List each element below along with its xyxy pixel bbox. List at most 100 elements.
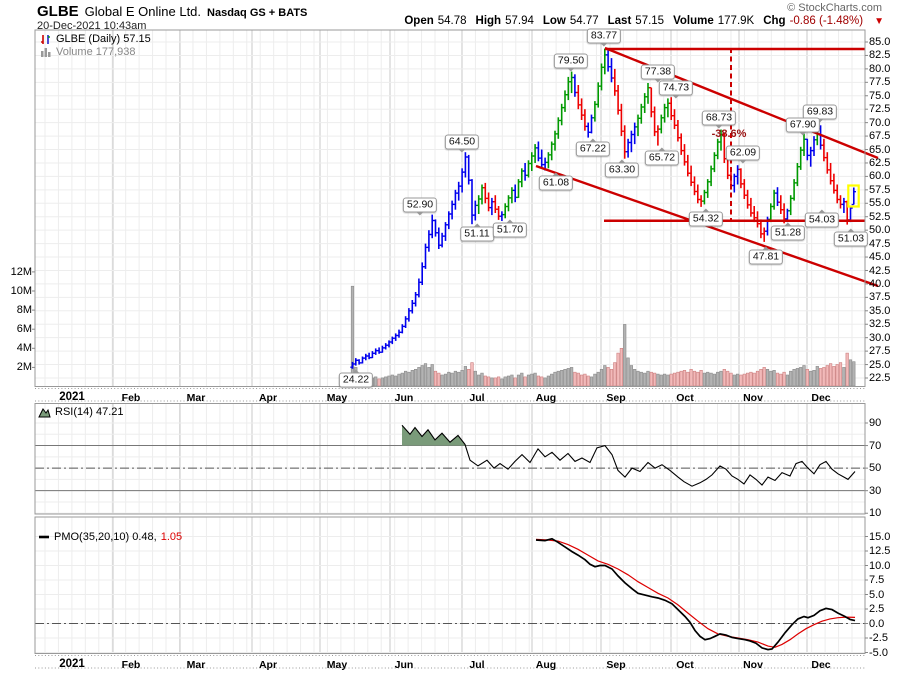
pmo-legend-label: PMO(35,20,10) 0.48, (54, 531, 157, 543)
rsi-axis-label: 70 (869, 439, 882, 452)
quote-high: High 57.94 (475, 15, 534, 27)
price-annotation: 51.03 (833, 228, 869, 247)
x-axis-year: 2021 (59, 391, 85, 403)
pmo-axis-label: -5.0 (869, 646, 888, 659)
rsi-axis-label: 50 (869, 462, 882, 475)
price-axis-label: 22.5 (869, 372, 891, 384)
x-axis-month: Feb (121, 392, 141, 404)
price-axis-label: 37.5 (869, 291, 891, 304)
price-annotation: 62.09 (725, 145, 761, 164)
price-axis-label: 67.5 (869, 130, 891, 143)
volume-axis-label: 10M (10, 285, 32, 297)
chart-title: GLBE Global E Online Ltd. Nasdaq GS + BATS (37, 3, 307, 21)
price-axis-label: 85.0 (869, 36, 891, 48)
copyright: © StockCharts.com (787, 2, 882, 14)
price-axis-label: 82.5 (869, 49, 891, 62)
candlestick-icon (41, 34, 50, 44)
x-axis-month: Dec (811, 659, 831, 671)
price-annotation: 67.22 (575, 138, 611, 157)
retracement-label: -38.6% (711, 128, 747, 140)
price-axis-label: 47.5 (869, 237, 891, 250)
pmo-signal-value: 1.05 (160, 531, 183, 543)
quote-volume: Volume 177.9K (673, 15, 755, 27)
x-axis-month: Nov (743, 392, 763, 404)
price-annotation: 54.32 (688, 208, 724, 227)
price-axis-label: 57.5 (869, 183, 891, 196)
price-axis-label: 32.5 (869, 318, 891, 331)
price-axis-label: 72.5 (869, 103, 891, 116)
exchange-name: Nasdaq GS + BATS (207, 7, 308, 19)
price-annotation: 83.77 (586, 28, 622, 47)
x-axis-month: May (326, 659, 348, 671)
price-axis-label: 70.0 (869, 116, 891, 129)
price-axis-label: 25.0 (869, 358, 891, 371)
x-axis-month: Jun (394, 659, 414, 671)
price-axis-label: 65.0 (869, 143, 891, 156)
price-axis-label: 55.0 (869, 197, 891, 210)
price-annotation: 61.08 (538, 172, 574, 191)
volume-axis-label: 6M (16, 323, 32, 336)
company-name: Global E Online Ltd. (84, 4, 202, 19)
pmo-axis-label: 15.0 (869, 530, 891, 543)
price-axis-label: 42.5 (869, 264, 891, 277)
volume-axis-label: 8M (16, 304, 32, 317)
x-axis-month: Mar (186, 659, 206, 671)
price-axis-label: 60.0 (869, 170, 891, 183)
x-axis-month: Apr (258, 659, 278, 671)
change-down-triangle-icon: ▼ (874, 16, 884, 27)
rsi-area-icon (38, 407, 51, 417)
price-axis-label: 80.0 (869, 62, 891, 75)
rsi-legend-label: RSI(14) 47.21 (55, 406, 124, 418)
rsi-axis-label: 30 (869, 484, 882, 497)
price-annotation: 64.50 (444, 134, 480, 153)
price-annotation: 51.11 (460, 223, 494, 242)
x-axis-month: Jul (469, 392, 485, 404)
x-axis-year: 2021 (59, 658, 85, 670)
volume-axis-label: 4M (16, 342, 32, 355)
price-axis-label: 77.5 (869, 76, 891, 89)
price-axis-label: 45.0 (869, 251, 891, 263)
x-axis-month: Aug (535, 392, 557, 404)
rsi-axis-label: 10 (869, 507, 882, 520)
volume-legend-label: Volume 177,938 (56, 46, 136, 58)
rsi-legend: RSI(14) 47.21 (38, 406, 123, 418)
price-axis-label: 75.0 (869, 89, 891, 102)
price-axis-label: 62.5 (869, 157, 891, 169)
price-annotation: 77.38 (640, 64, 676, 83)
price-annotation: 24.22 (338, 369, 374, 388)
x-axis-month: Mar (186, 392, 206, 404)
price-annotation: 79.50 (553, 53, 589, 72)
price-annotation: 67.90 (785, 117, 821, 136)
price-axis-label: 50.0 (869, 224, 891, 237)
ticker-symbol: GLBE (37, 3, 79, 20)
volume-axis-label: 2M (16, 361, 32, 374)
rsi-axis-label: 90 (869, 417, 882, 429)
price-axis-label: 52.5 (869, 210, 891, 223)
price-axis-label: 35.0 (869, 304, 891, 317)
quote-low: Low 54.77 (542, 15, 599, 27)
price-axis-label: 30.0 (869, 331, 891, 344)
price-annotation: 51.28 (770, 222, 806, 241)
price-legend-label: GLBE (Daily) 57.15 (56, 33, 151, 45)
x-axis-month: Feb (121, 659, 141, 671)
pmo-axis-label: 2.5 (869, 603, 885, 615)
x-axis-month: Aug (535, 659, 557, 671)
price-annotation: 47.81 (748, 246, 784, 265)
x-axis-month: Nov (743, 659, 763, 671)
pmo-axis-label: 5.0 (869, 588, 885, 601)
x-axis-month: Sep (606, 392, 626, 404)
pmo-legend: PMO(35,20,10) 0.48, 1.05 (38, 531, 182, 543)
x-axis-month: Dec (811, 392, 831, 404)
x-axis-month: Apr (258, 392, 278, 404)
price-annotation: 51.70 (492, 219, 528, 238)
x-axis-month: Jul (469, 659, 485, 671)
x-axis-month: May (326, 392, 348, 404)
quote-open: Open 54.78 (404, 15, 467, 27)
price-axis-label: 40.0 (869, 277, 891, 290)
chart-datetime: 20-Dec-2021 10:43am (37, 20, 147, 32)
quote-last: Last 57.15 (607, 15, 665, 27)
price-annotation: 68.73 (701, 110, 737, 129)
volume-axis-label: 12M (10, 265, 32, 278)
